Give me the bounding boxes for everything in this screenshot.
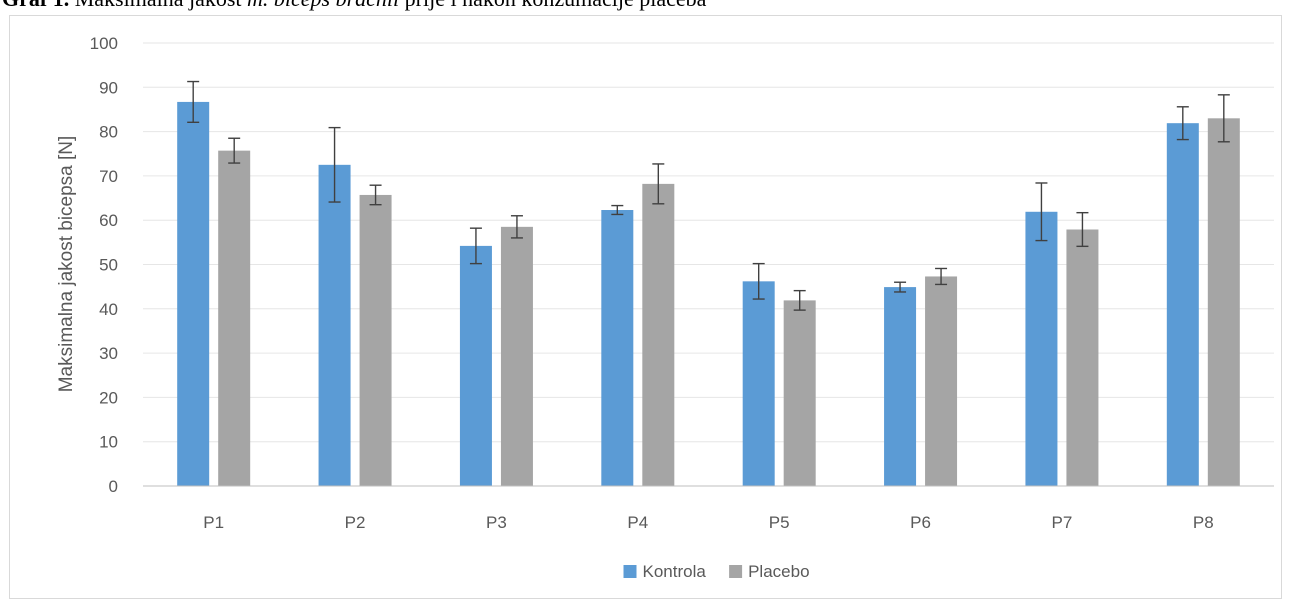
x-tick-label: P4 [627, 513, 648, 532]
x-tick-label: P6 [910, 513, 931, 532]
gridlines [143, 42, 1274, 443]
figure-caption: Graf 1. Maksimalna jakost m. biceps brac… [2, 0, 1289, 11]
bars [177, 101, 1240, 487]
y-axis-title: Maksimalna jakost bicepsa [N] [56, 136, 77, 393]
bar-kontrola-p2 [318, 164, 351, 486]
bar-kontrola-p7 [1025, 211, 1058, 486]
bar-placebo-p8 [1207, 118, 1240, 486]
error-bars [187, 80, 1230, 311]
bar-placebo-p6 [925, 276, 958, 486]
x-tick-label: P8 [1193, 513, 1214, 532]
caption-text-after: prije i nakon konzumacije placeba [399, 0, 707, 11]
y-tick-label: 20 [99, 388, 118, 407]
bar-kontrola-p4 [601, 210, 634, 487]
legend-item: Placebo [729, 562, 810, 581]
y-tick-label: 30 [99, 344, 118, 363]
legend: Kontrola Placebo [623, 562, 810, 581]
bar-placebo-p2 [359, 194, 392, 486]
y-tick-label: 70 [99, 167, 118, 186]
bar-placebo-p5 [783, 300, 816, 486]
legend-label: Kontrola [643, 562, 707, 581]
y-tick-label: 10 [99, 433, 118, 452]
bar-kontrola-p6 [884, 287, 917, 486]
legend-swatch [729, 565, 743, 578]
legend-item: Kontrola [623, 562, 707, 581]
axes: 0 10 20 30 40 50 60 70 80 90 100 P1 P2 P3 P4 P5 P6 P7 P8 [90, 34, 1274, 532]
bar-placebo-p1 [218, 150, 251, 487]
x-tick-label: P5 [769, 513, 790, 532]
y-tick-label: 100 [90, 34, 118, 53]
caption-text-before: Maksimalna jakost [69, 0, 247, 11]
x-tick-label: P2 [345, 513, 366, 532]
bar-kontrola-p1 [177, 101, 210, 486]
y-tick-label: 50 [99, 256, 118, 275]
y-tick-label: 0 [109, 477, 118, 496]
x-tick-label: P1 [203, 513, 224, 532]
bar-kontrola-p3 [459, 245, 492, 486]
bar-placebo-p3 [500, 226, 533, 486]
x-tick-label: P7 [1052, 513, 1073, 532]
caption-italic: m. biceps brachii [247, 0, 399, 11]
x-tick-label: P3 [486, 513, 507, 532]
legend-label: Placebo [748, 562, 809, 581]
bar-kontrola-p5 [742, 281, 775, 486]
y-tick-label: 40 [99, 300, 118, 319]
bar-placebo-p7 [1066, 229, 1099, 487]
bar-placebo-p4 [642, 183, 675, 486]
y-tick-label: 80 [99, 123, 118, 142]
y-tick-label: 90 [99, 78, 118, 97]
bar-kontrola-p8 [1166, 123, 1199, 487]
caption-prefix: Graf 1. [2, 0, 69, 11]
y-tick-label: 60 [99, 211, 118, 230]
legend-swatch [623, 565, 637, 578]
